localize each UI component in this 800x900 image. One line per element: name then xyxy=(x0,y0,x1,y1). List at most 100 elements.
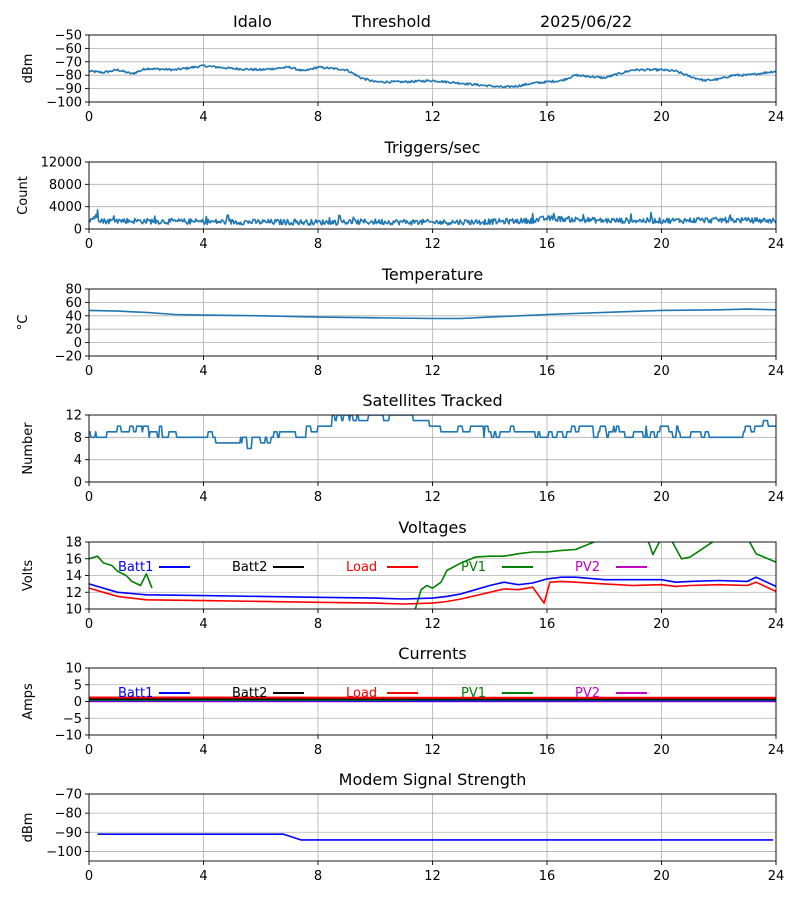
y-tick-label: 0 xyxy=(74,476,82,491)
series-group xyxy=(89,696,776,703)
y-axis-label: Count xyxy=(16,176,31,215)
x-tick-label: 16 xyxy=(539,743,556,758)
y-tick-label: −5 xyxy=(63,712,82,727)
x-tick-label: 12 xyxy=(424,364,441,379)
series-line-triggers xyxy=(89,209,776,226)
x-tick-label: 24 xyxy=(768,869,785,884)
series-group xyxy=(89,308,776,320)
x-tick-label: 0 xyxy=(85,869,93,884)
y-tick-label: −10 xyxy=(55,729,82,744)
y-tick-label: 0 xyxy=(74,336,82,351)
header-date: 2025/06/22 xyxy=(540,12,632,31)
y-tick-label: 4000 xyxy=(49,200,82,215)
x-tick-label: 12 xyxy=(424,617,441,632)
series-line-batt1 xyxy=(89,576,776,600)
y-axis-label: Volts xyxy=(21,560,36,592)
page-header: Idalo Threshold 2025/06/22 xyxy=(233,12,632,31)
x-tick-label: 12 xyxy=(424,237,441,252)
y-tick-label: 10 xyxy=(65,603,82,618)
y-tick-label: −20 xyxy=(55,350,82,365)
y-tick-label: −70 xyxy=(55,55,82,70)
legend-label-batt2: Batt2 xyxy=(232,560,267,575)
series-line-modem xyxy=(97,833,774,841)
legend-label-pv2: PV2 xyxy=(575,686,600,701)
x-tick-label: 16 xyxy=(539,110,556,125)
series-line-temperature xyxy=(89,308,776,320)
series-line-threshold xyxy=(89,64,776,89)
y-axis-label: Amps xyxy=(21,683,36,720)
y-tick-label: 60 xyxy=(65,296,82,311)
legend-label-load: Load xyxy=(346,686,377,701)
x-tick-label: 4 xyxy=(199,364,207,379)
legend-label-load: Load xyxy=(346,560,377,575)
y-tick-label: 0 xyxy=(74,223,82,238)
header-kind: Threshold xyxy=(351,12,431,31)
y-tick-label: 16 xyxy=(65,552,82,567)
series-line-satellites xyxy=(89,415,776,450)
y-tick-label: −100 xyxy=(46,845,82,860)
x-tick-label: 4 xyxy=(199,110,207,125)
panel-title: Triggers/sec xyxy=(384,138,481,157)
x-tick-label: 0 xyxy=(85,490,93,505)
x-tick-label: 12 xyxy=(424,743,441,758)
y-tick-label: 40 xyxy=(65,309,82,324)
x-tick-label: 20 xyxy=(653,237,670,252)
x-tick-label: 8 xyxy=(314,743,322,758)
y-tick-label: −80 xyxy=(55,69,82,84)
x-tick-label: 8 xyxy=(314,364,322,379)
chart-panel-threshold: 0 4 8 12 16 20 24 −100−90−80−70−60−50 dBm xyxy=(21,29,784,126)
chart-panel-triggers: 0 4 8 12 16 20 24 0 4000 8000 12000 Count Triggers/s… xyxy=(16,138,784,252)
y-tick-label: 20 xyxy=(65,323,82,338)
y-tick-label: −70 xyxy=(55,788,82,803)
x-tick-label: 8 xyxy=(314,110,322,125)
x-tick-label: 8 xyxy=(314,869,322,884)
x-tick-label: 24 xyxy=(768,617,785,632)
x-tick-label: 20 xyxy=(653,110,670,125)
series-line-pv1 xyxy=(89,542,776,609)
legend-label-pv1: PV1 xyxy=(461,686,486,701)
panel-title: Satellites Tracked xyxy=(362,391,502,410)
x-tick-label: 24 xyxy=(768,110,785,125)
x-tick-label: 24 xyxy=(768,490,785,505)
y-tick-label: 80 xyxy=(65,283,82,298)
y-tick-label: 0 xyxy=(74,695,82,710)
x-tick-label: 4 xyxy=(199,617,207,632)
x-tick-label: 24 xyxy=(768,743,785,758)
x-tick-label: 16 xyxy=(539,490,556,505)
legend: Batt1 Batt2 Load PV1 PV2 xyxy=(118,560,647,575)
series-group xyxy=(89,542,776,609)
chart-panel-modem: 0 4 8 12 16 20 24 −100 −90 −80 −70 dBm Modem Signal … xyxy=(21,770,784,884)
x-tick-label: 4 xyxy=(199,237,207,252)
x-tick-label: 12 xyxy=(424,869,441,884)
x-tick-label: 16 xyxy=(539,869,556,884)
y-axis-label: dBm xyxy=(21,54,36,84)
x-tick-label: 20 xyxy=(653,617,670,632)
y-tick-label: 8000 xyxy=(49,178,82,193)
y-tick-label: 12 xyxy=(65,409,82,424)
y-axis-label: dBm xyxy=(21,813,36,843)
x-tick-label: 16 xyxy=(539,237,556,252)
panel-title: Temperature xyxy=(381,265,483,284)
y-tick-label: 4 xyxy=(74,453,82,468)
x-tick-label: 20 xyxy=(653,743,670,758)
x-tick-label: 20 xyxy=(653,490,670,505)
y-tick-label: 12 xyxy=(65,586,82,601)
x-tick-label: 20 xyxy=(653,869,670,884)
series-group xyxy=(89,209,776,226)
y-axis-label: °C xyxy=(16,315,31,331)
y-tick-label: −90 xyxy=(55,826,82,841)
x-tick-label: 0 xyxy=(85,364,93,379)
x-tick-label: 12 xyxy=(424,110,441,125)
x-tick-label: 4 xyxy=(199,743,207,758)
series-line-load xyxy=(89,580,776,605)
panel-title: Voltages xyxy=(398,518,466,537)
x-tick-label: 8 xyxy=(314,237,322,252)
y-tick-label: 14 xyxy=(65,569,82,584)
y-tick-label: −60 xyxy=(55,42,82,57)
series-group xyxy=(97,833,774,841)
y-tick-label: 12000 xyxy=(41,156,82,171)
x-tick-label: 8 xyxy=(314,617,322,632)
x-tick-label: 16 xyxy=(539,364,556,379)
